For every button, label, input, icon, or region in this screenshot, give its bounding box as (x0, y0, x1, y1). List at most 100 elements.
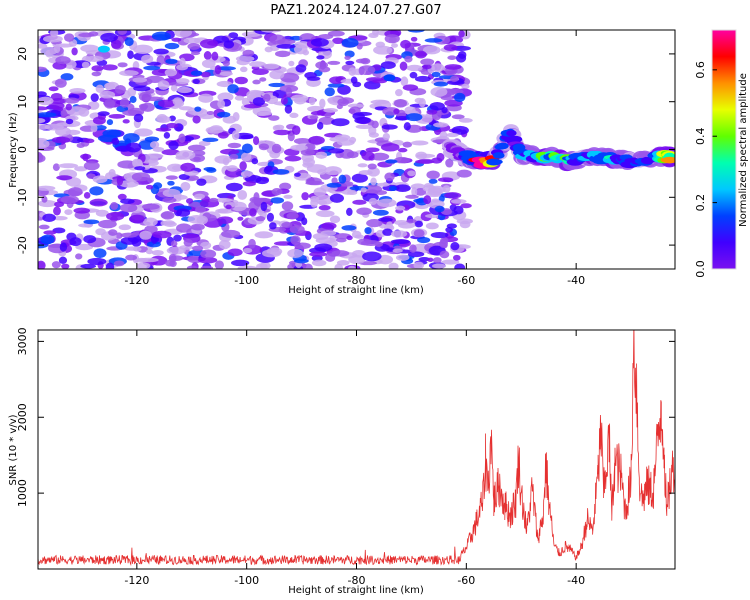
noise-blob (276, 39, 296, 45)
noise-blob (69, 237, 82, 247)
noise-blob (391, 43, 399, 48)
noise-blob (316, 55, 325, 60)
noise-blob (151, 31, 171, 41)
noise-blob (63, 33, 75, 42)
noise-blob (301, 217, 308, 226)
noise-blob (348, 255, 366, 265)
noise-blob (88, 31, 99, 37)
noise-blob (268, 115, 280, 121)
noise-blob (53, 206, 61, 216)
noise-blob (458, 118, 473, 123)
noise-blob (125, 254, 138, 261)
noise-blob (324, 166, 342, 176)
noise-blob (377, 198, 397, 208)
noise-blob (338, 174, 347, 184)
noise-blob (117, 193, 127, 201)
noise-blob (54, 78, 67, 88)
noise-blob (51, 261, 61, 269)
noise-blob (428, 178, 438, 184)
noise-blob (192, 115, 201, 124)
noise-blob (83, 192, 91, 199)
noise-blob (38, 224, 50, 230)
snr-y-ticks: 1000 2000 3000 (16, 327, 675, 507)
noise-blob (320, 230, 337, 236)
noise-blob (425, 222, 439, 230)
noise-blob (227, 84, 239, 94)
noise-blob (271, 143, 282, 154)
noise-blob (269, 222, 277, 230)
noise-blob (264, 46, 273, 53)
noise-blob (450, 242, 460, 251)
noise-blob (407, 251, 425, 258)
noise-blob (286, 212, 299, 220)
spectrogram-y-axis-label: Frequency (Hz) (8, 112, 19, 188)
noise-blob (430, 231, 449, 239)
noise-blob (426, 170, 440, 180)
noise-blob (346, 235, 353, 241)
noise-blob (394, 99, 407, 108)
noise-blob (426, 109, 438, 115)
noise-blob (306, 76, 321, 81)
noise-blob (309, 115, 319, 120)
noise-blob (290, 94, 309, 103)
noise-blob (69, 88, 86, 94)
noise-blob (352, 199, 367, 205)
noise-blob (170, 240, 178, 247)
noise-blob (447, 55, 457, 60)
noise-blob (329, 76, 344, 84)
noise-blob (89, 198, 108, 207)
noise-blob (91, 65, 104, 72)
noise-blob (355, 124, 374, 129)
noise-blob (83, 219, 100, 225)
spectrogram-x-ticks: -120 -100 -80 -60 -40 (124, 30, 585, 287)
noise-blob (133, 113, 144, 123)
noise-blob (217, 216, 234, 224)
noise-blob (89, 186, 104, 196)
noise-blob (310, 38, 329, 47)
noise-blob (240, 152, 252, 162)
y-tick-label: 20 (16, 47, 29, 61)
noise-blob (433, 122, 449, 128)
noise-blob (195, 205, 207, 213)
noise-blob (119, 180, 139, 188)
noise-blob (217, 99, 226, 109)
noise-blob (64, 209, 73, 215)
noise-blob (319, 98, 326, 109)
noise-blob (284, 104, 293, 114)
noise-blob (287, 131, 295, 142)
noise-blob (78, 223, 93, 228)
noise-blob (259, 77, 267, 82)
noise-blob (372, 209, 389, 216)
noise-blob (454, 263, 466, 269)
noise-blob (451, 125, 469, 135)
noise-blob (327, 30, 345, 37)
noise-blob (176, 86, 193, 94)
noise-blob (166, 122, 179, 129)
noise-blob (423, 45, 441, 55)
noise-blob (120, 198, 135, 205)
x-tick-label: -120 (124, 274, 149, 287)
noise-blob (252, 97, 266, 106)
noise-blob (431, 263, 447, 269)
noise-blob (105, 262, 115, 269)
noise-blob (127, 50, 134, 60)
noise-blob (240, 170, 254, 177)
noise-blob (317, 169, 327, 175)
noise-blob (90, 93, 99, 102)
noise-blob (65, 118, 74, 125)
noise-blob (227, 248, 243, 257)
noise-blob (311, 259, 327, 267)
noise-blob (279, 182, 292, 191)
snr-panel: -120 -100 -80 -60 -40 1000 2000 3000 Height of… (8, 327, 676, 596)
colorbar: 0.0 0.2 0.4 0.6 Normalized spectral amplitu… (694, 29, 749, 278)
noise-blob (410, 36, 418, 42)
colorbar-tick-label: 0.6 (694, 61, 707, 79)
noise-blob (274, 50, 291, 58)
noise-blob (235, 55, 255, 62)
noise-blob (164, 68, 178, 77)
noise-blob (272, 89, 287, 99)
noise-blob (65, 177, 82, 187)
spectrogram-x-axis-label: Height of straight line (km) (288, 285, 424, 296)
noise-blob (354, 116, 371, 124)
noise-blob (52, 163, 60, 171)
